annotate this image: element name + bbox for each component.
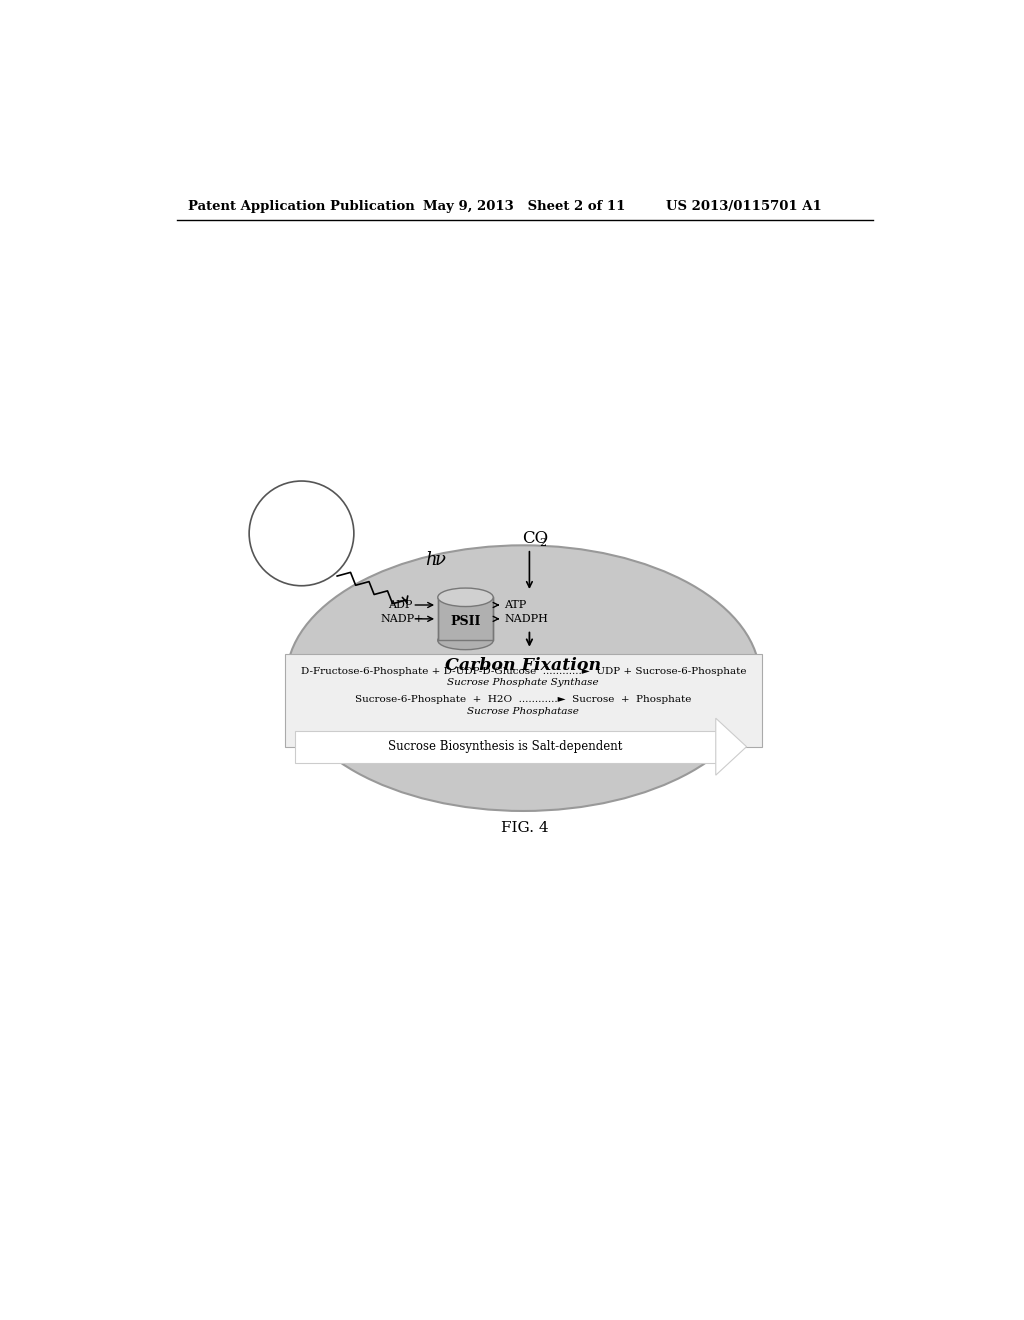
Bar [295,730,716,763]
Text: D-Fructose-6-Phosphate + D-UDP-D-Glucose  ............►  UDP + Sucrose-6-Phospha: D-Fructose-6-Phosphate + D-UDP-D-Glucose… [300,667,746,676]
Text: Patent Application Publication: Patent Application Publication [188,199,415,213]
Text: May 9, 2013   Sheet 2 of 11: May 9, 2013 Sheet 2 of 11 [423,199,626,213]
Text: ADP: ADP [388,601,412,610]
Bar [438,597,494,640]
Text: Sucrose Phosphatase: Sucrose Phosphatase [467,706,580,715]
Ellipse shape [287,545,760,810]
Text: NADPH: NADPH [504,614,548,624]
Circle shape [249,480,354,586]
Text: 2: 2 [540,537,547,548]
Ellipse shape [438,589,494,607]
Text: Sucrose-6-Phosphate  +  H2O  ............►  Sucrose  +  Phosphate: Sucrose-6-Phosphate + H2O ............► … [355,696,691,704]
Text: US 2013/0115701 A1: US 2013/0115701 A1 [666,199,821,213]
Polygon shape [716,718,746,775]
Text: h: h [425,552,437,569]
Text: PSII: PSII [451,615,480,628]
Text: CO: CO [521,531,548,548]
Text: Carbon Fixation: Carbon Fixation [445,657,601,675]
Text: Sucrose Phosphate Synthase: Sucrose Phosphate Synthase [447,678,599,688]
Text: ν: ν [435,552,445,569]
Text: FIG. 4: FIG. 4 [501,821,549,836]
Text: NADP+: NADP+ [381,614,424,624]
Text: ATP: ATP [504,601,526,610]
Ellipse shape [438,631,494,649]
Text: Sucrose Biosynthesis is Salt-dependent: Sucrose Biosynthesis is Salt-dependent [388,741,623,754]
Bar [285,653,762,747]
